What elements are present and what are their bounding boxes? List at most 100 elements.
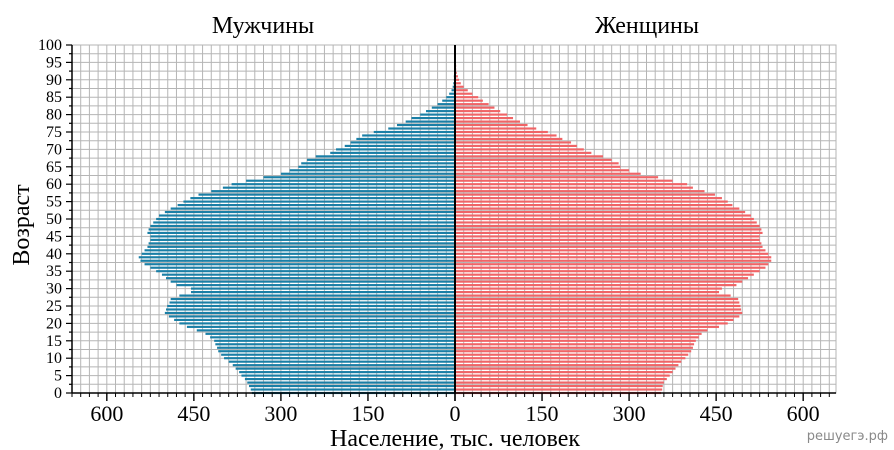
y-tick-label: 15 xyxy=(46,333,62,350)
bar-male xyxy=(167,304,456,308)
bar-male xyxy=(362,134,455,137)
bar-female xyxy=(455,151,592,154)
bar-female xyxy=(455,242,762,245)
bar-female xyxy=(455,197,722,200)
bar-female xyxy=(455,127,537,130)
left-title: Мужчины xyxy=(212,13,314,39)
bar-male xyxy=(196,329,456,332)
y-tick-label: 30 xyxy=(46,281,62,298)
bar-female xyxy=(455,315,740,318)
bar-male xyxy=(148,228,455,231)
bar-male xyxy=(174,318,455,321)
bar-male xyxy=(170,207,455,210)
y-tick-label: 80 xyxy=(46,107,62,124)
bar-female xyxy=(455,381,664,384)
bar-female xyxy=(455,273,754,276)
bar-male xyxy=(239,371,455,374)
bar-female xyxy=(455,350,692,353)
bar-female xyxy=(455,162,619,165)
bar-male xyxy=(156,270,456,273)
bar-female xyxy=(455,297,739,301)
bar-female xyxy=(455,141,572,144)
bar-male xyxy=(164,311,455,315)
bar-male xyxy=(452,85,455,88)
bar-female xyxy=(455,256,772,259)
bar-male xyxy=(150,235,455,238)
bar-female xyxy=(455,284,737,287)
right-title: Женщины xyxy=(595,13,699,39)
bar-female xyxy=(455,117,514,120)
bar-female xyxy=(455,263,769,266)
bar-male xyxy=(228,360,455,363)
bar-male xyxy=(246,179,455,182)
bar-female xyxy=(455,75,458,78)
bar-female xyxy=(455,113,508,116)
bar-male xyxy=(446,96,455,99)
x-tick-label: 300 xyxy=(264,401,297,426)
bar-male xyxy=(263,176,455,179)
bar-female xyxy=(455,110,501,113)
y-tick-label: 40 xyxy=(46,246,62,263)
bar-male xyxy=(205,332,455,335)
bar-female xyxy=(455,134,557,137)
x-tick-label: 0 xyxy=(450,401,461,426)
x-tick-label: 600 xyxy=(90,401,123,426)
bar-male xyxy=(150,266,455,269)
bar-male xyxy=(198,193,456,196)
bar-female xyxy=(455,200,728,203)
axes-layer xyxy=(66,44,836,401)
bar-female xyxy=(455,311,743,315)
bar-female xyxy=(455,301,740,304)
bar-female xyxy=(455,99,483,102)
bar-female xyxy=(455,169,630,172)
bar-male xyxy=(344,144,455,147)
bar-male xyxy=(388,127,455,130)
bar-male xyxy=(451,89,455,92)
bar-male xyxy=(431,106,455,109)
y-tick-label: 50 xyxy=(46,211,62,228)
bar-female xyxy=(455,221,757,224)
tick-labels-layer: 0510152025303540455055606570758085909510… xyxy=(38,37,820,426)
bar-female xyxy=(455,207,740,210)
x-tick-label: 450 xyxy=(700,401,733,426)
bar-male xyxy=(232,364,455,367)
bar-male xyxy=(248,384,455,388)
bar-male xyxy=(221,353,455,356)
bar-female xyxy=(455,106,495,109)
bar-female xyxy=(455,367,676,370)
bar-female xyxy=(455,245,763,248)
bar-female xyxy=(455,325,720,328)
bar-male xyxy=(405,120,455,123)
bar-male xyxy=(217,346,455,349)
bar-female xyxy=(455,353,689,356)
bar-male xyxy=(170,297,455,301)
bar-male xyxy=(153,221,455,224)
bar-female xyxy=(455,231,763,234)
bar-female xyxy=(455,144,577,147)
bar-female xyxy=(455,183,688,186)
bar-male xyxy=(140,259,455,262)
bar-male xyxy=(150,238,455,241)
bar-female xyxy=(455,186,693,189)
y-tick-label: 90 xyxy=(46,72,62,89)
bar-male xyxy=(307,158,455,161)
bar-male xyxy=(449,92,455,95)
x-tick-label: 450 xyxy=(177,401,210,426)
bar-female xyxy=(455,148,584,151)
bar-female xyxy=(455,137,563,141)
bar-male xyxy=(150,224,455,228)
bar-male xyxy=(224,357,455,360)
bar-female xyxy=(455,384,663,388)
bar-male xyxy=(396,123,455,127)
bars-layer xyxy=(138,57,772,395)
bar-male xyxy=(179,322,455,325)
x-tick-label: 300 xyxy=(613,401,646,426)
bar-female xyxy=(455,89,468,92)
bar-male xyxy=(373,130,455,134)
bar-male xyxy=(176,284,456,287)
bar-male xyxy=(169,301,455,304)
bar-male xyxy=(250,388,455,391)
bar-male xyxy=(183,200,455,203)
bar-female xyxy=(455,357,686,360)
bar-female xyxy=(455,103,489,106)
